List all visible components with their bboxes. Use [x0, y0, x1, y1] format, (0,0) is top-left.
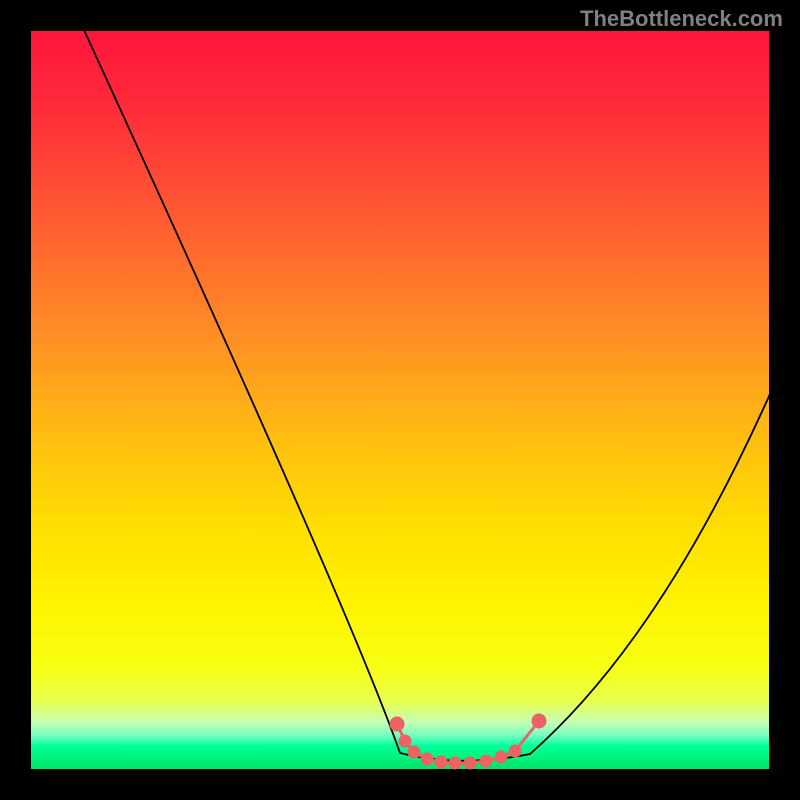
marker-point [480, 755, 492, 767]
marker-point [408, 746, 420, 758]
chart-container: TheBottleneck.com [0, 0, 800, 800]
marker-point [532, 714, 546, 728]
marker-point [449, 757, 461, 769]
watermark-text: TheBottleneck.com [580, 6, 783, 32]
bottleneck-chart [0, 0, 800, 800]
marker-point [435, 756, 447, 768]
marker-point [421, 753, 433, 765]
marker-point [390, 717, 404, 731]
marker-point [495, 751, 507, 763]
marker-point [509, 745, 521, 757]
marker-point [464, 757, 476, 769]
marker-point [399, 735, 411, 747]
